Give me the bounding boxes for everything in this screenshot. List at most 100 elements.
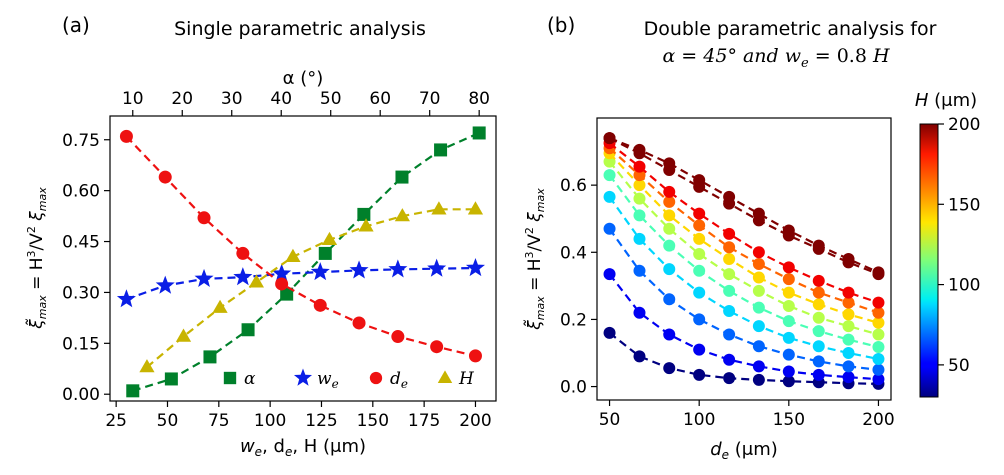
- data-point-α: [164, 372, 178, 386]
- data-point-H = 210 μm: [693, 174, 706, 187]
- data-point-α: [395, 170, 409, 184]
- data-point-H = 68 μm: [603, 222, 616, 235]
- legend-label-w_e: we: [317, 369, 339, 391]
- panel-b-axes-frame: [596, 117, 892, 401]
- panel-a-label: (a): [62, 13, 90, 37]
- data-point-H = 181 μm: [663, 185, 676, 198]
- panel-a-top-ticks: 10 20 30 40 50 60 70 80: [122, 89, 490, 116]
- data-point-H = 106 μm: [633, 209, 646, 222]
- data-point-w_e: [310, 262, 330, 281]
- series-line-H = 124 μm: [608, 160, 879, 336]
- data-point-H = 68 μm: [782, 348, 795, 361]
- data-point-w_e: [272, 263, 292, 282]
- data-point-H = 87 μm: [693, 286, 706, 299]
- y-tick-label: 0.30: [62, 283, 100, 303]
- y-tick-label: 0.45: [62, 233, 100, 253]
- data-point-H = 30 μm: [663, 362, 676, 375]
- y-tick-label: 0.15: [62, 334, 100, 354]
- data-point-H = 30 μm: [633, 350, 646, 363]
- panel-a-series: [116, 126, 486, 398]
- data-point-H = 87 μm: [663, 263, 676, 276]
- data-point-w_e: [233, 267, 253, 286]
- y-tick-label: 0.6: [560, 176, 587, 196]
- series-line-H = 181 μm: [608, 142, 879, 304]
- colorbar-tick-label: 200: [948, 115, 980, 135]
- data-point-d_e: [158, 170, 172, 184]
- panel-a-y-ticks: 0.00 0.15 0.30 0.45 0.60 0.75: [62, 131, 110, 405]
- data-point-H = 124 μm: [842, 320, 855, 333]
- legend-marker-w_e: [293, 368, 313, 386]
- data-point-α: [318, 246, 332, 260]
- series-line-H = 87 μm: [608, 196, 879, 361]
- data-point-H = 162 μm: [693, 219, 706, 232]
- data-point-H = 143 μm: [842, 308, 855, 321]
- x-tick-label: 125: [305, 411, 337, 431]
- legend-label-d_e: de: [390, 369, 408, 391]
- data-point-H = 68 μm: [663, 293, 676, 306]
- x-tick-label: 75: [208, 411, 230, 431]
- top-x-tick-label: 30: [221, 89, 243, 109]
- data-point-w_e: [427, 258, 447, 277]
- data-point-H = 143 μm: [872, 316, 885, 329]
- data-point-w_e: [194, 268, 214, 287]
- top-x-tick-label: 10: [122, 89, 144, 109]
- data-point-H = 87 μm: [752, 320, 765, 333]
- data-point-H = 106 μm: [872, 340, 885, 353]
- y-tick-label: 0.00: [62, 385, 100, 405]
- y-tick-label: 0.4: [560, 243, 587, 263]
- legend-marker-α: [223, 371, 237, 385]
- top-x-tick-label: 80: [468, 89, 490, 109]
- data-point-H = 210 μm: [842, 253, 855, 265]
- data-point-H = 106 μm: [842, 333, 855, 346]
- panel-b-ylabel: ξ̃max = H3/V2 ξmax: [523, 188, 547, 331]
- panel-b-y-ticks: 0.0 0.2 0.4 0.6: [560, 176, 597, 398]
- x-tick-label: 175: [408, 411, 440, 431]
- data-point-d_e: [352, 316, 366, 330]
- data-point-d_e: [275, 277, 289, 291]
- data-point-H = 181 μm: [752, 246, 765, 259]
- data-point-H = 210 μm: [872, 266, 885, 279]
- data-point-H = 210 μm: [723, 190, 736, 203]
- data-point-H = 143 μm: [663, 209, 676, 222]
- data-point-H: [285, 248, 301, 263]
- data-point-H = 124 μm: [663, 222, 676, 235]
- data-point-H = 30 μm: [752, 373, 765, 386]
- data-point-w_e: [155, 275, 175, 294]
- data-point-d_e: [313, 298, 327, 312]
- x-tick-label: 100: [254, 411, 286, 431]
- data-point-H = 162 μm: [842, 296, 855, 309]
- data-point-H = 181 μm: [723, 227, 736, 240]
- data-point-H = 210 μm: [782, 224, 795, 237]
- panel-b-title-line1: Double parametric analysis for: [644, 18, 937, 40]
- data-point-H: [467, 201, 484, 215]
- data-point-H: [212, 299, 228, 313]
- data-point-H = 87 μm: [842, 347, 855, 359]
- panel-a-title: Single parametric analysis: [174, 18, 426, 40]
- data-point-H = 68 μm: [693, 313, 706, 326]
- data-point-H = 30 μm: [693, 368, 706, 381]
- panel-a: (a) Single parametric analysis α (°) 10 2…: [25, 13, 497, 459]
- panel-a-legend: α we de H: [223, 368, 475, 391]
- panel-b-bottom-ticks: 50 100 150 200: [599, 400, 895, 430]
- data-point-H = 143 μm: [723, 253, 736, 265]
- panel-b-xlabel: de (μm): [710, 439, 778, 462]
- x-tick-label: 150: [357, 411, 389, 431]
- data-point-H = 68 μm: [723, 328, 736, 341]
- data-point-H = 49 μm: [842, 371, 855, 384]
- data-point-α: [434, 143, 448, 157]
- series-line-H = 210 μm: [609, 137, 879, 274]
- data-point-H = 87 μm: [633, 232, 646, 245]
- panel-a-xlabel: we, de, H (μm): [240, 436, 366, 459]
- data-point-H = 124 μm: [633, 192, 646, 205]
- data-point-d_e: [119, 129, 133, 143]
- panel-a-top-xlabel: α (°): [283, 68, 324, 89]
- legend-marker-H: [437, 370, 453, 383]
- data-point-H = 181 μm: [872, 296, 885, 309]
- panel-b: (b) Double parametric analysis for α = 4…: [523, 13, 981, 462]
- colorbar-tick-label: 50: [948, 356, 970, 376]
- data-point-H = 162 μm: [663, 195, 676, 208]
- data-point-H = 49 μm: [633, 306, 646, 319]
- data-point-w_e: [388, 259, 408, 278]
- data-point-H = 162 μm: [633, 169, 646, 182]
- series-line-d_e: [125, 135, 476, 357]
